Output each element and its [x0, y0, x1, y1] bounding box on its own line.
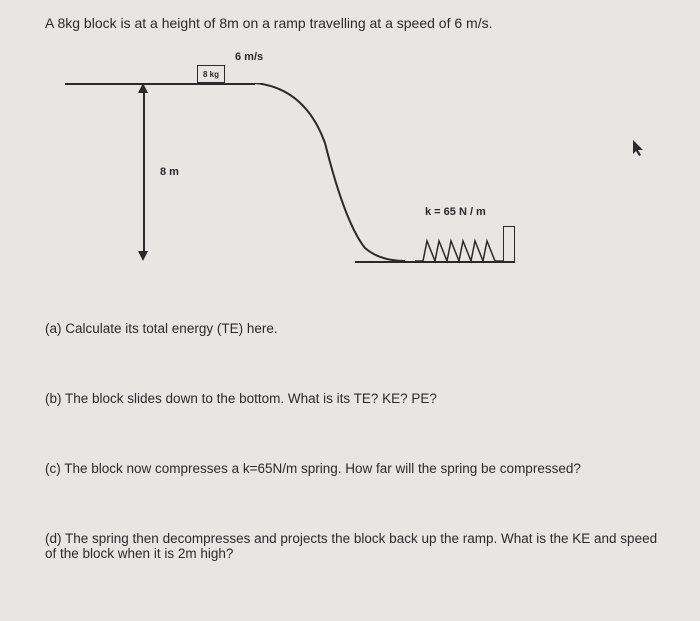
wall-box — [503, 226, 515, 263]
cursor-icon — [633, 140, 645, 159]
spring-constant-label: k = 65 N / m — [425, 206, 486, 218]
arrow-line — [143, 91, 145, 253]
question-a: (a) Calculate its total energy (TE) here… — [45, 321, 660, 336]
question-c: (c) The block now compresses a k=65N/m s… — [45, 461, 660, 476]
question-b: (b) The block slides down to the bottom.… — [45, 391, 660, 406]
question-d: (d) The spring then decompresses and pro… — [45, 531, 660, 561]
height-label: 8 m — [160, 166, 179, 178]
block-box: 8 kg — [197, 65, 225, 83]
physics-diagram: 6 m/s 8 kg 8 m k = 65 N / m — [85, 51, 585, 291]
problem-title: A 8kg block is at a height of 8m on a ra… — [45, 15, 660, 31]
arrow-down-icon — [138, 251, 148, 261]
mass-label: 8 kg — [203, 70, 219, 79]
top-surface-line — [65, 83, 255, 85]
spring-icon — [415, 231, 510, 266]
velocity-label: 6 m/s — [235, 51, 263, 63]
